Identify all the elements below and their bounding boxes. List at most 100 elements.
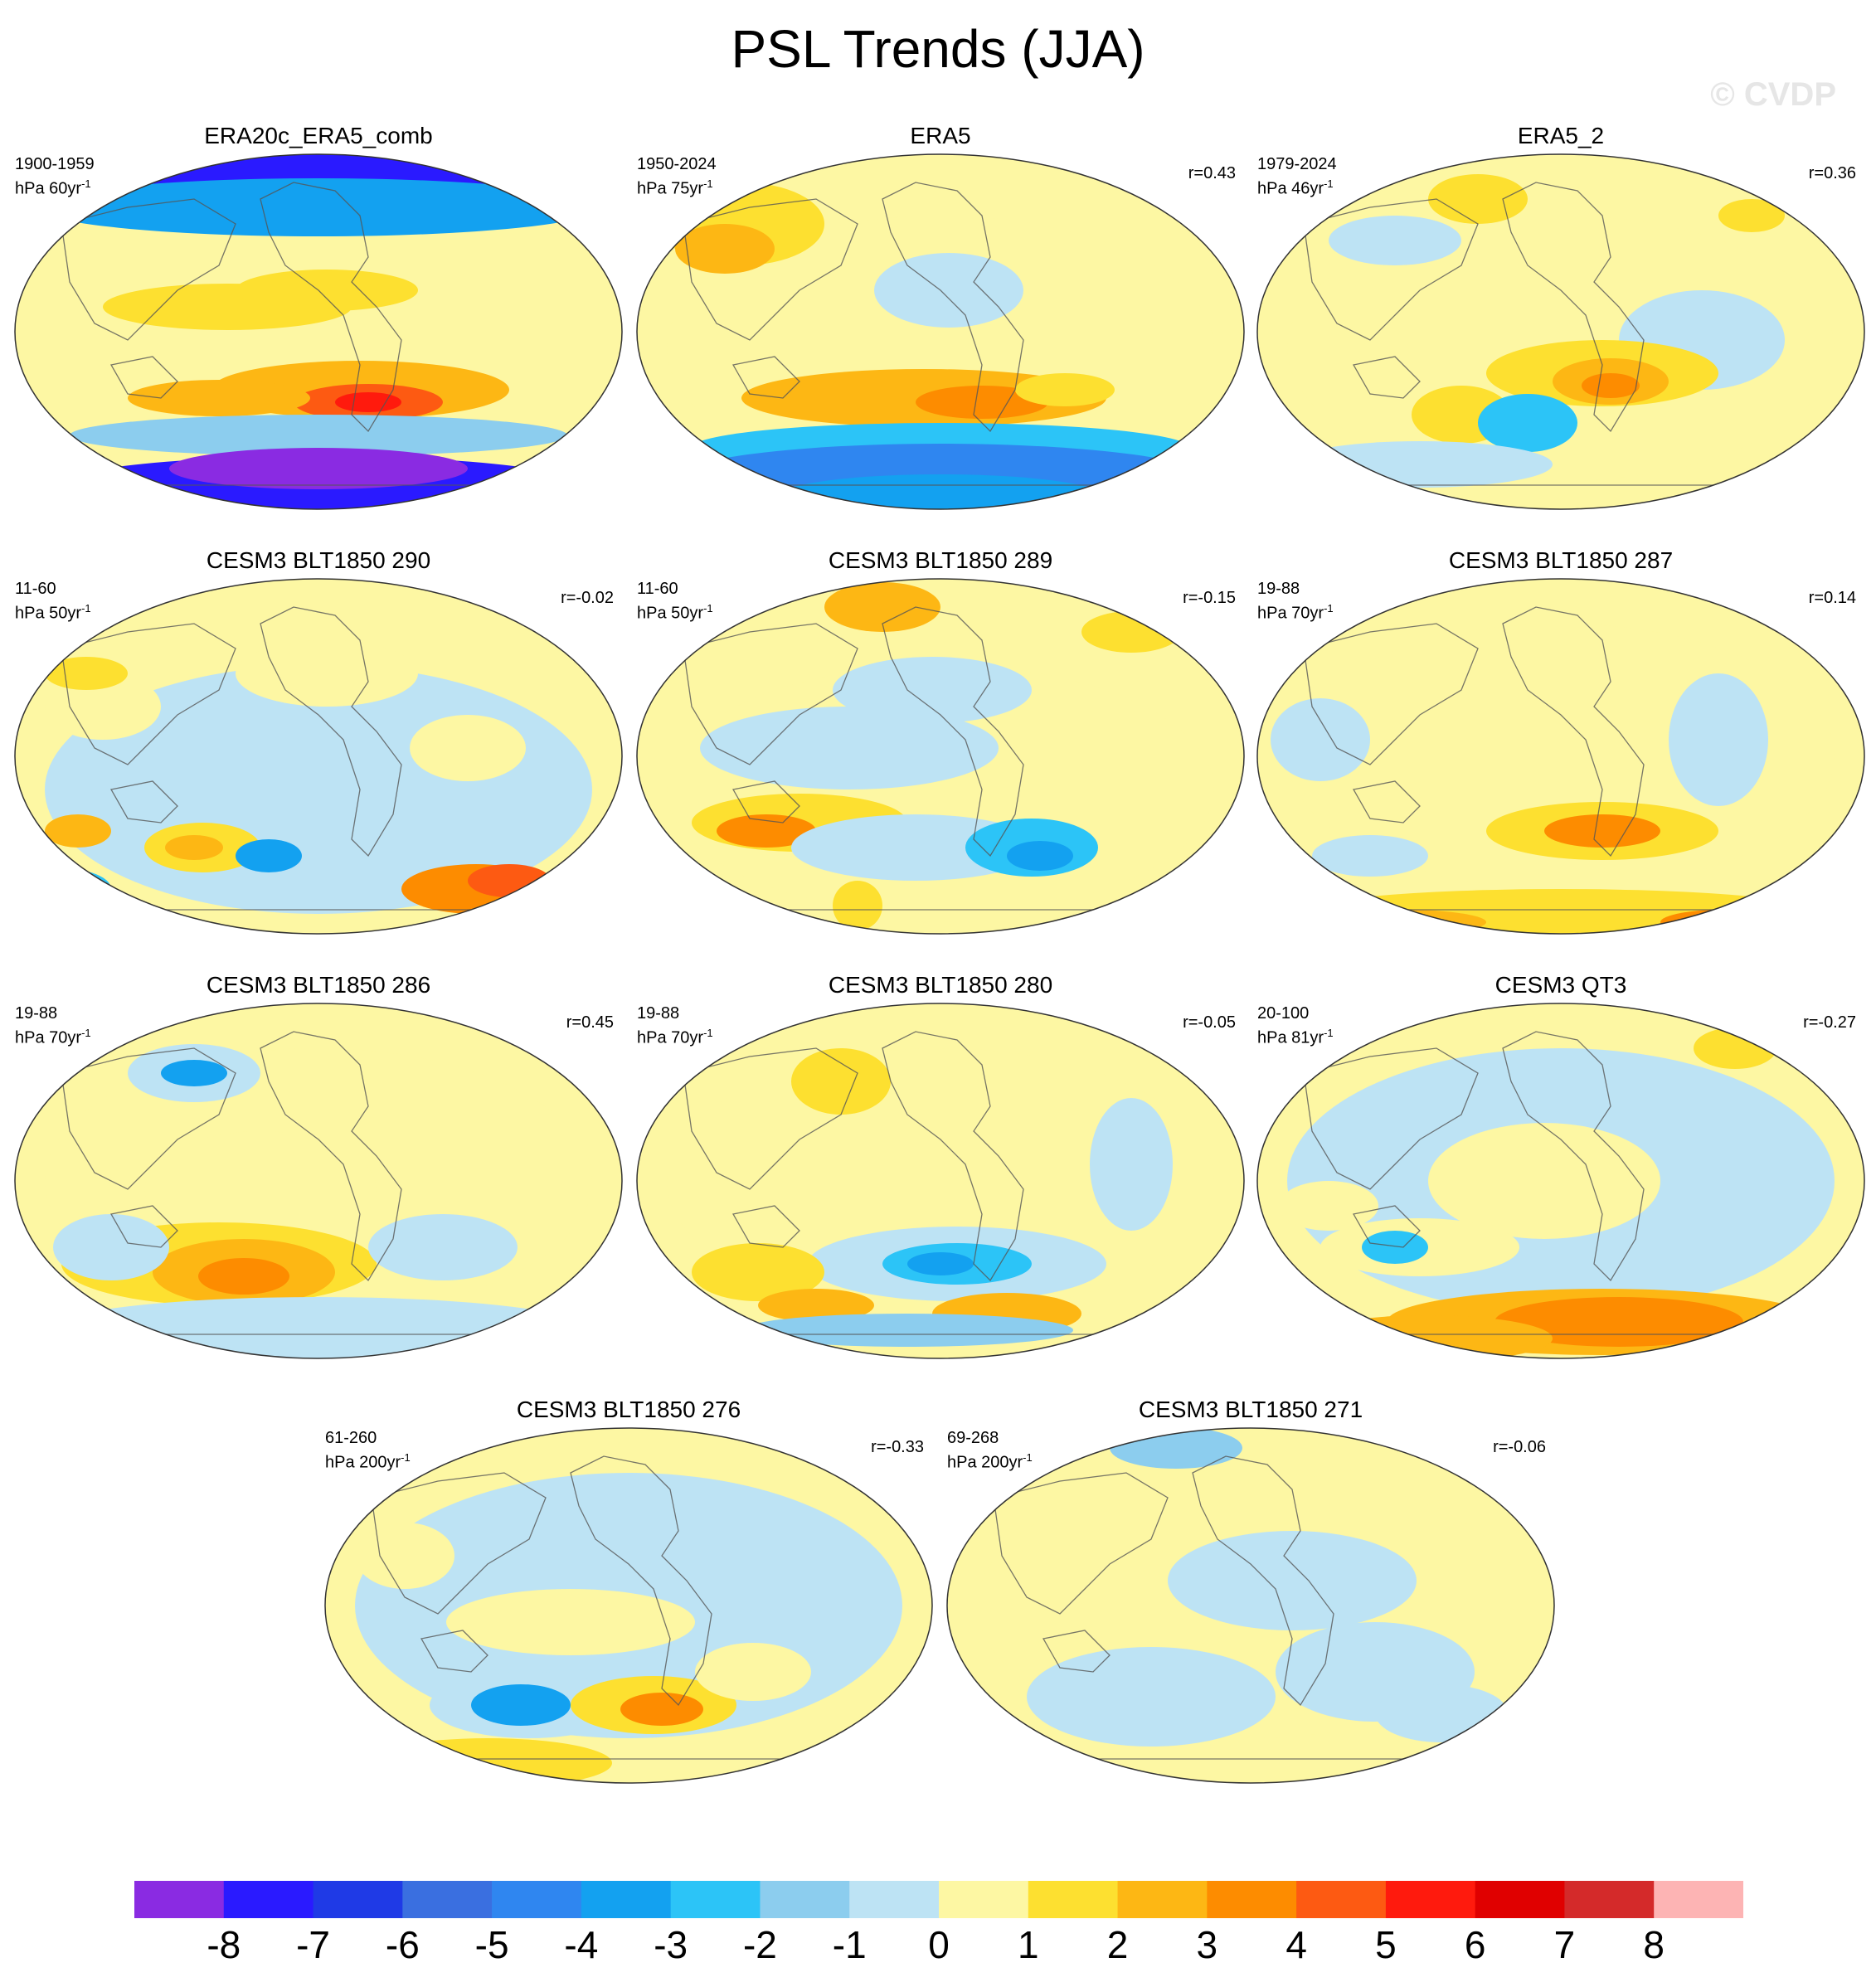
ellipse-map [14,153,623,510]
ellipse-map [1256,1003,1865,1359]
map-panel: CESM3 BLT1850 290 11-60 hPa 50yr-1 r=-0.… [12,547,625,970]
period-label: 19-88 [15,1004,58,1023]
colorbar-tick-label: 4 [1285,1923,1307,1966]
ellipse-map [946,1427,1555,1784]
map-panel: CESM3 BLT1850 287 19-88 hPa 70yr-1 r=0.1… [1254,547,1868,970]
panel-title: CESM3 BLT1850 276 [516,1397,741,1422]
map-panel: CESM3 BLT1850 280 19-88 hPa 70yr-1 r=-0.… [634,972,1247,1395]
trend-contour [471,1684,571,1726]
correlation-label: r=0.14 [1808,589,1856,607]
trend-contour [1090,1098,1173,1231]
map-panel: CESM3 BLT1850 286 19-88 hPa 70yr-1 r=0.4… [12,972,625,1395]
trend-contour [1304,1315,1553,1358]
panel-title: CESM3 BLT1850 287 [1448,547,1674,573]
period-label: 69-268 [947,1429,999,1447]
trend-contour [1669,673,1768,806]
trend-contour [1168,1531,1417,1630]
trend-contour [1271,698,1370,781]
watermark-text: © CVDP [1710,76,1836,113]
figure-title: PSL Trends (JJA) [731,19,1145,79]
map-panel: CESM3 QT3 20-100 hPa 81yr-1 r=-0.27 [1254,972,1868,1395]
coastline [61,623,236,765]
panel-title: CESM3 BLT1850 289 [828,547,1053,573]
map-border [14,1003,623,1359]
colorbar-swatch [402,1881,493,1918]
coastline [1502,1031,1645,1282]
trend-contour [70,415,567,456]
coastline [570,1455,712,1707]
colorbar-tick-label: -6 [385,1923,420,1966]
colorbar-swatch [849,1881,940,1918]
trend-contour [169,448,468,489]
ellipse-map [1256,578,1865,935]
colorbar-tick-label: -8 [207,1923,241,1966]
coastline [882,1031,1024,1282]
coastline [731,1205,800,1248]
coastline [1303,198,1479,341]
ellipse-map [14,578,623,935]
coastline [260,182,402,433]
trend-contour [1428,1123,1660,1239]
trend-contour [1007,841,1073,871]
map-border [14,153,623,510]
coastline [1303,623,1479,765]
trend-contour [692,1243,824,1301]
map-border [324,1427,933,1784]
trend-contour [20,154,617,199]
colorbar-tick-label: -3 [654,1923,688,1966]
panel-title: CESM3 BLT1850 271 [1138,1397,1363,1422]
trend-contour [758,1289,874,1322]
colorbar-swatch [1296,1881,1387,1918]
coastline [882,182,1024,433]
colorbar-swatch [1385,1881,1476,1918]
colorbar-swatch [1564,1881,1655,1918]
units-label: hPa 200yr-1 [325,1451,411,1472]
colorbar-tick-label: 7 [1553,1923,1576,1966]
colorbar-tick-label: 1 [1017,1923,1039,1966]
units-label: hPa 50yr-1 [637,602,713,623]
period-label: 1950-2024 [637,155,717,173]
units-label: hPa 60yr-1 [15,177,91,198]
panel-title: ERA20c_ERA5_comb [204,123,433,148]
trend-contour [161,1060,227,1086]
coastline [1042,1630,1111,1673]
trend-contour [53,1214,169,1280]
correlation-label: r=0.45 [566,1013,614,1032]
trend-contour [236,270,418,311]
trend-contour [1287,909,1486,934]
colorbar-swatch [223,1881,314,1918]
ellipse-map [1256,153,1865,510]
map-border [946,1427,1555,1784]
trend-contour [916,386,1048,419]
colorbar-tick-label: 3 [1196,1923,1218,1966]
map-panel: ERA5 1950-2024 hPa 75yr-1 r=0.43 [634,123,1247,546]
trend-contour [620,1693,703,1726]
units-label: hPa 50yr-1 [15,602,91,623]
correlation-label: r=0.43 [1188,164,1236,182]
correlation-label: r=-0.05 [1183,1013,1236,1032]
trend-contour [833,657,1032,723]
trend-contour [45,814,111,848]
period-label: 1979-2024 [1257,155,1337,173]
ellipse-map [324,1427,933,1784]
colorbar-swatch [1207,1881,1297,1918]
colorbar-swatch [1117,1881,1208,1918]
trend-contour [368,1214,518,1280]
panel-title: CESM3 QT3 [1494,972,1627,998]
trend-contour [45,1297,592,1358]
trend-contour [1027,1647,1276,1747]
correlation-label: r=-0.02 [561,589,614,607]
trend-contour [1582,373,1640,398]
colorbar-tick-label: 5 [1375,1923,1397,1966]
trend-contour [45,657,128,690]
map-panel: ERA5_2 1979-2024 hPa 46yr-1 r=0.36 [1254,123,1868,546]
coastline [882,606,1024,857]
units-label: hPa 200yr-1 [947,1451,1033,1472]
colorbar-swatch [134,1881,225,1918]
trend-contour [833,881,882,930]
coastline [683,1047,858,1190]
trend-contour [1694,1028,1776,1069]
trend-contour [907,1252,974,1275]
period-label: 11-60 [15,580,56,598]
coastline [109,356,178,399]
